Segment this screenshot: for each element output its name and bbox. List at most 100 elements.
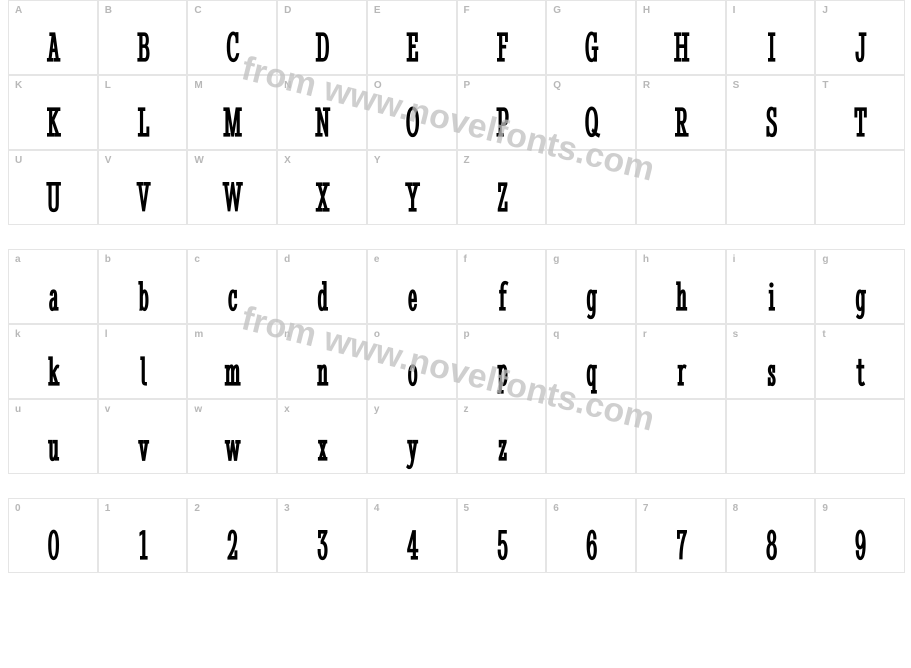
- glyph-cell[interactable]: 55: [457, 498, 547, 573]
- glyph-cell[interactable]: TT: [815, 75, 905, 150]
- glyph-cell[interactable]: YY: [367, 150, 457, 225]
- glyph-cell[interactable]: tt: [815, 324, 905, 399]
- glyph-cell[interactable]: ww: [187, 399, 277, 474]
- glyph-cell[interactable]: OO: [367, 75, 457, 150]
- glyph-cell[interactable]: FF: [457, 0, 547, 75]
- glyph-cell[interactable]: ii: [726, 249, 816, 324]
- glyph-cell[interactable]: [815, 150, 905, 225]
- cell-glyph: l: [107, 350, 179, 392]
- glyph-cell[interactable]: [546, 150, 636, 225]
- glyph-cell[interactable]: RR: [636, 75, 726, 150]
- glyph-cell[interactable]: JJ: [815, 0, 905, 75]
- glyph-cell[interactable]: yy: [367, 399, 457, 474]
- cell-glyph: p: [465, 350, 537, 392]
- glyph-cell[interactable]: mm: [187, 324, 277, 399]
- glyph-cell[interactable]: 88: [726, 498, 816, 573]
- cell-label: F: [464, 5, 470, 16]
- cell-glyph: w: [196, 425, 268, 467]
- cell-label: D: [284, 5, 291, 16]
- glyph-cell[interactable]: AA: [8, 0, 98, 75]
- glyph-cell[interactable]: [726, 399, 816, 474]
- glyph-cell[interactable]: QQ: [546, 75, 636, 150]
- glyph-cell[interactable]: DD: [277, 0, 367, 75]
- cell-label: 7: [643, 503, 649, 514]
- glyph-cell[interactable]: rr: [636, 324, 726, 399]
- glyph-cell[interactable]: hh: [636, 249, 726, 324]
- cell-glyph: Z: [465, 176, 537, 218]
- glyph-cell[interactable]: GG: [546, 0, 636, 75]
- cell-glyph: e: [376, 275, 448, 317]
- cell-glyph: x: [286, 425, 358, 467]
- glyph-cell[interactable]: 44: [367, 498, 457, 573]
- glyph-cell[interactable]: gg: [546, 249, 636, 324]
- glyph-cell[interactable]: SS: [726, 75, 816, 150]
- glyph-cell[interactable]: 99: [815, 498, 905, 573]
- glyph-cell[interactable]: xx: [277, 399, 367, 474]
- glyph-row: AABBCCDDEEFFGGHHIIJJ: [8, 0, 905, 75]
- glyph-cell[interactable]: pp: [457, 324, 547, 399]
- glyph-cell[interactable]: ll: [98, 324, 188, 399]
- cell-label: 4: [374, 503, 380, 514]
- cell-label: 6: [553, 503, 559, 514]
- glyph-cell[interactable]: qq: [546, 324, 636, 399]
- glyph-cell[interactable]: oo: [367, 324, 457, 399]
- glyph-cell[interactable]: ff: [457, 249, 547, 324]
- glyph-cell[interactable]: [636, 150, 726, 225]
- glyph-cell[interactable]: WW: [187, 150, 277, 225]
- glyph-cell[interactable]: dd: [277, 249, 367, 324]
- cell-label: 1: [105, 503, 111, 514]
- glyph-cell[interactable]: bb: [98, 249, 188, 324]
- glyph-cell[interactable]: UU: [8, 150, 98, 225]
- glyph-cell[interactable]: ee: [367, 249, 457, 324]
- glyph-cell[interactable]: 77: [636, 498, 726, 573]
- glyph-cell[interactable]: cc: [187, 249, 277, 324]
- glyph-cell[interactable]: [546, 399, 636, 474]
- glyph-cell[interactable]: gg: [815, 249, 905, 324]
- glyph-cell[interactable]: KK: [8, 75, 98, 150]
- glyph-cell[interactable]: II: [726, 0, 816, 75]
- glyph-cell[interactable]: XX: [277, 150, 367, 225]
- glyph-cell[interactable]: vv: [98, 399, 188, 474]
- cell-glyph: J: [824, 26, 896, 68]
- glyph-cell[interactable]: CC: [187, 0, 277, 75]
- cell-label: 8: [733, 503, 739, 514]
- cell-glyph: E: [376, 26, 448, 68]
- glyph-cell[interactable]: VV: [98, 150, 188, 225]
- glyph-cell[interactable]: aa: [8, 249, 98, 324]
- cell-label: m: [194, 329, 203, 340]
- cell-label: 9: [822, 503, 828, 514]
- glyph-cell[interactable]: kk: [8, 324, 98, 399]
- glyph-cell[interactable]: HH: [636, 0, 726, 75]
- glyph-cell[interactable]: ss: [726, 324, 816, 399]
- glyph-cell[interactable]: PP: [457, 75, 547, 150]
- cell-label: C: [194, 5, 201, 16]
- cell-glyph: o: [376, 350, 448, 392]
- glyph-cell[interactable]: 11: [98, 498, 188, 573]
- glyph-cell[interactable]: EE: [367, 0, 457, 75]
- glyph-cell[interactable]: nn: [277, 324, 367, 399]
- cell-label: y: [374, 404, 380, 415]
- glyph-cell[interactable]: 22: [187, 498, 277, 573]
- cell-glyph: 0: [17, 524, 89, 566]
- glyph-cell[interactable]: 66: [546, 498, 636, 573]
- cell-label: n: [284, 329, 290, 340]
- cell-glyph: S: [735, 101, 807, 143]
- cell-glyph: f: [465, 275, 537, 317]
- glyph-cell[interactable]: zz: [457, 399, 547, 474]
- cell-glyph: h: [645, 275, 717, 317]
- glyph-cell[interactable]: NN: [277, 75, 367, 150]
- glyph-cell[interactable]: [726, 150, 816, 225]
- glyph-cell[interactable]: 00: [8, 498, 98, 573]
- cell-label: k: [15, 329, 21, 340]
- cell-label: Y: [374, 155, 381, 166]
- glyph-cell[interactable]: uu: [8, 399, 98, 474]
- glyph-cell[interactable]: [815, 399, 905, 474]
- glyph-cell[interactable]: ZZ: [457, 150, 547, 225]
- glyph-cell[interactable]: BB: [98, 0, 188, 75]
- glyph-cell[interactable]: 33: [277, 498, 367, 573]
- glyph-cell[interactable]: LL: [98, 75, 188, 150]
- cell-glyph: 1: [107, 524, 179, 566]
- glyph-cell[interactable]: [636, 399, 726, 474]
- cell-label: N: [284, 80, 291, 91]
- glyph-cell[interactable]: MM: [187, 75, 277, 150]
